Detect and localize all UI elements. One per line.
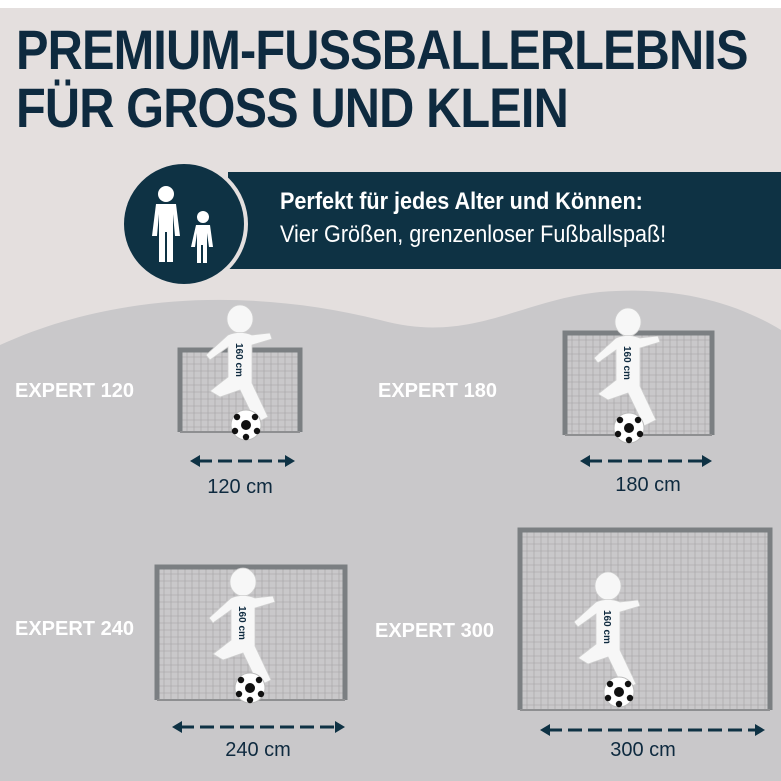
model-label: EXPERT 120: [15, 380, 134, 402]
player-figure: [205, 304, 273, 424]
banner-subline: Vier Größen, grenzenloser Fußballspaß!: [280, 221, 667, 248]
width-arrow-icon: [172, 721, 345, 733]
soccer-ball-icon: [613, 412, 645, 444]
adult-and-child-icon: [120, 160, 248, 288]
width-label: 300 cm: [610, 739, 676, 761]
figure-height-label: 160 cm: [601, 610, 612, 644]
figure-height-label: 160 cm: [621, 346, 632, 380]
width-arrow-icon: [540, 724, 765, 736]
width-label: 120 cm: [207, 476, 273, 498]
model-label: EXPERT 300: [375, 620, 494, 642]
player-figure: [208, 567, 276, 687]
player-figure: [573, 571, 641, 691]
goal-expert-120: 160 cm: [177, 304, 303, 467]
goal-expert-300: 160 cm: [517, 527, 773, 736]
width-label: 180 cm: [615, 474, 681, 496]
width-arrow-icon: [190, 455, 295, 467]
banner-headline: Perfekt für jedes Alter und Können:: [280, 188, 643, 215]
net: [519, 529, 770, 710]
soccer-ball-icon: [234, 672, 266, 704]
goal-frame: [562, 330, 715, 435]
goal-frame: [154, 564, 348, 700]
width-label: 240 cm: [225, 739, 291, 761]
figure-height-label: 160 cm: [236, 606, 247, 640]
headline-line-1: PREMIUM-FUSSBALLERLEBNIS: [16, 18, 748, 81]
soccer-ball-icon: [230, 409, 262, 441]
goal-expert-180: 160 cm: [562, 307, 715, 467]
goal-expert-240: 160 cm: [154, 564, 348, 733]
soccer-ball-icon: [603, 676, 635, 708]
banner: [228, 172, 781, 269]
model-label: EXPERT 240: [15, 618, 134, 640]
goal-frame: [517, 527, 773, 710]
model-label: EXPERT 180: [378, 380, 497, 402]
headline-line-2: FÜR GROSS UND KLEIN: [16, 76, 569, 139]
player-figure: [593, 307, 661, 427]
width-arrow-icon: [580, 455, 712, 467]
figure-height-label: 160 cm: [233, 343, 244, 377]
